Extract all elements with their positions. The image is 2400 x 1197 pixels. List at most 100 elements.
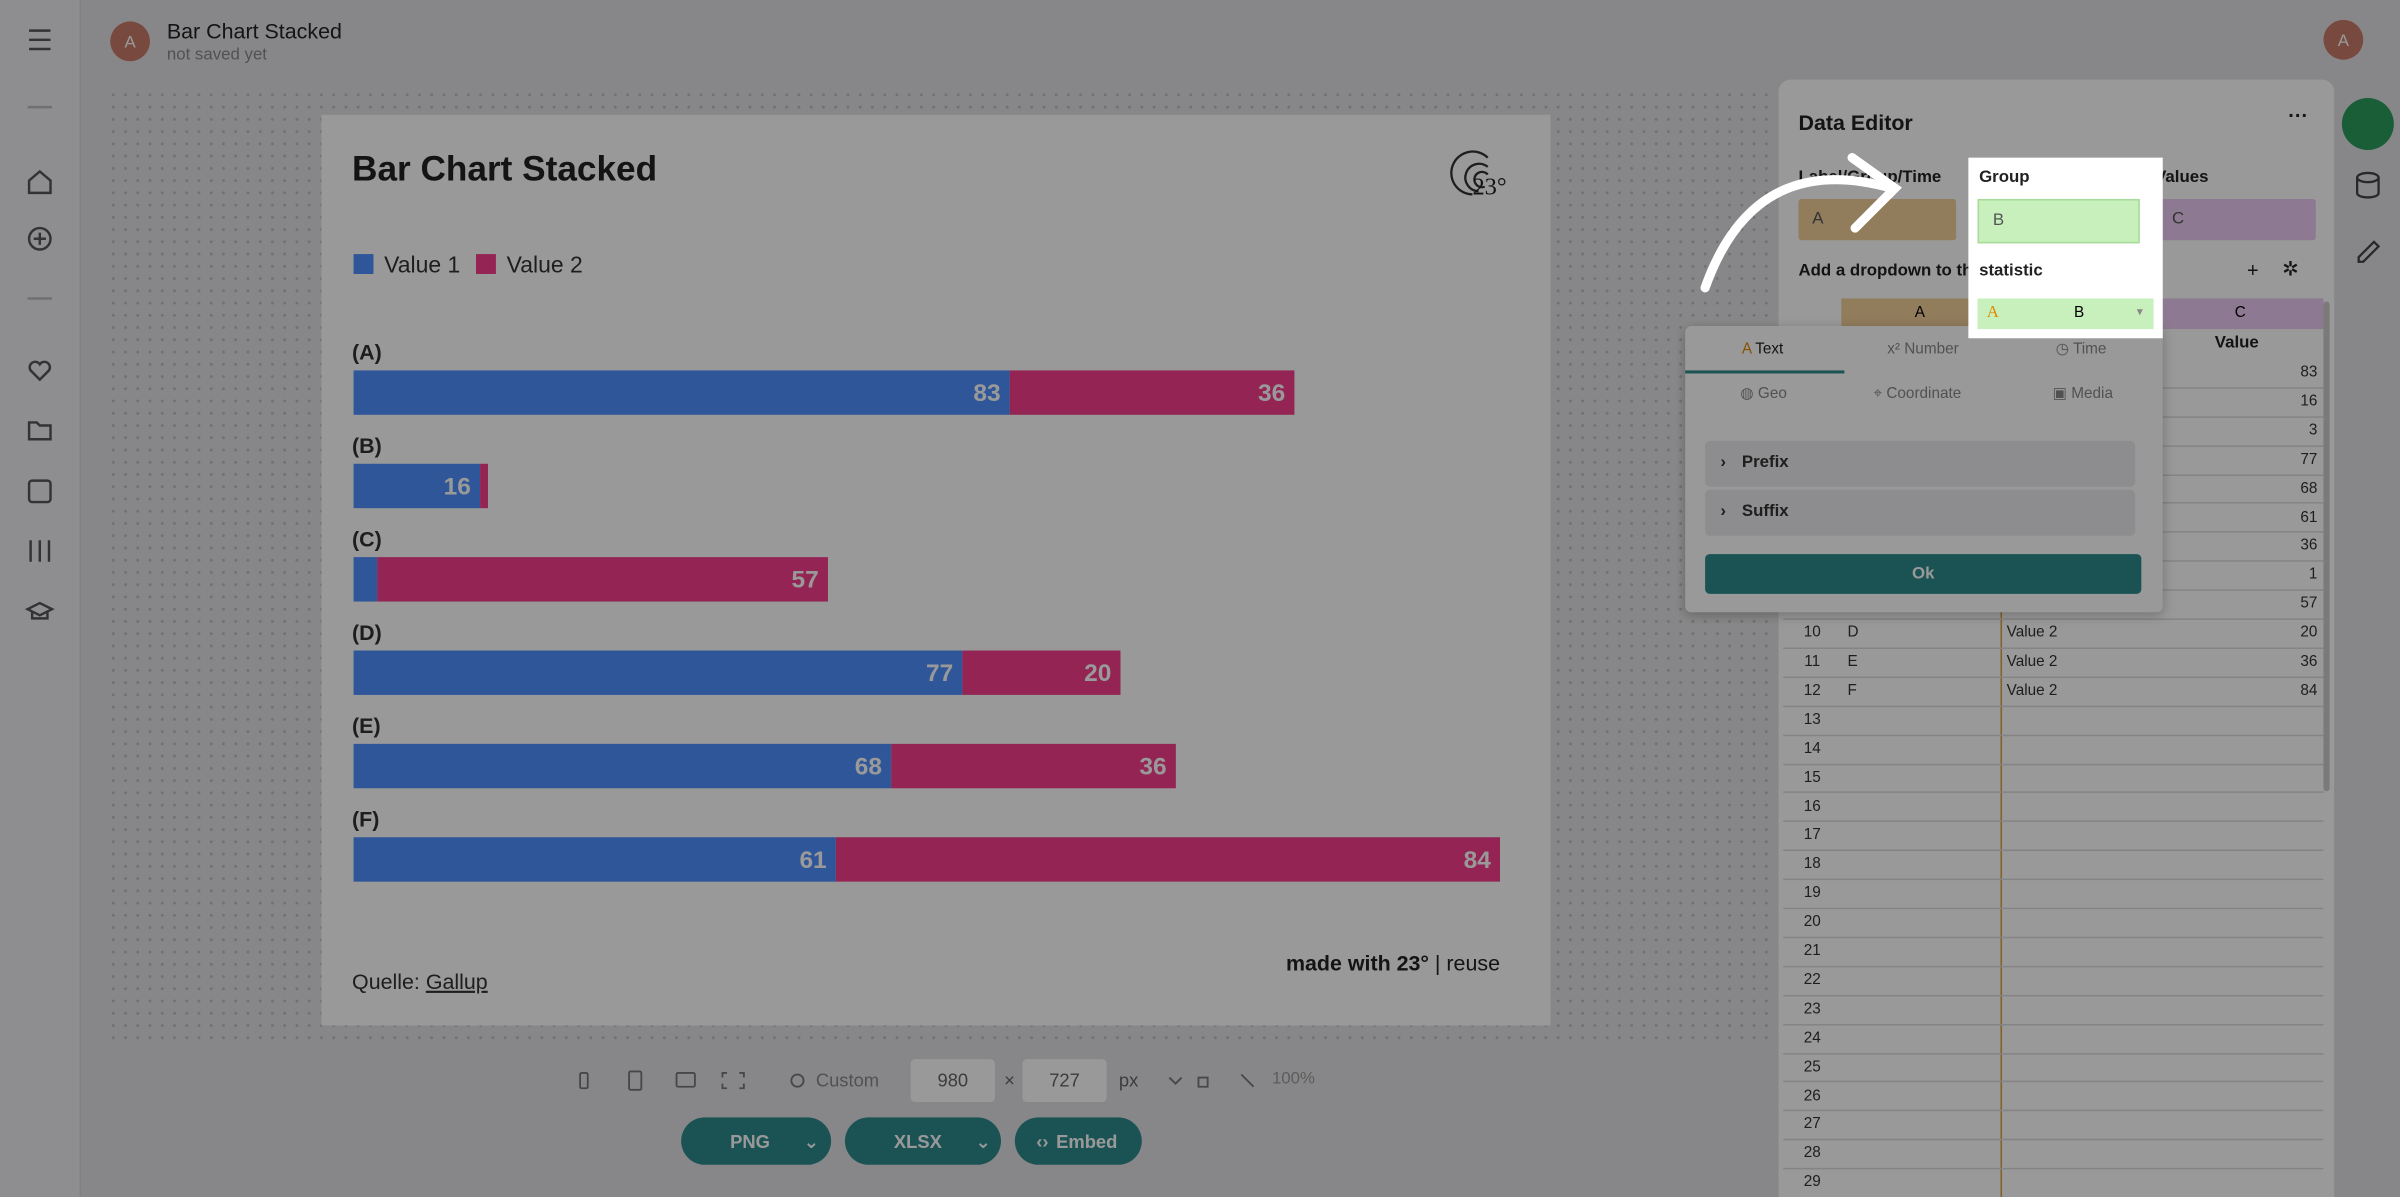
type-tab[interactable]: A Text	[1741, 341, 1784, 359]
group-field-box[interactable]: B	[1977, 198, 2140, 244]
table-row[interactable]: 22	[1783, 966, 2324, 997]
table-row[interactable]: 21	[1783, 937, 2324, 968]
xlsx-button[interactable]: XLSX ⌄	[844, 1117, 1002, 1165]
bar-segment	[353, 463, 481, 509]
cell-group: Value 2	[2006, 682, 2058, 700]
ok-button[interactable]: Ok	[1705, 554, 2142, 594]
type-tab[interactable]: ⌖ Coordinate	[1873, 385, 1962, 403]
chart-title: Bar Chart Stacked	[352, 150, 657, 189]
add-button[interactable]: +	[2246, 258, 2259, 282]
button-label: Embed	[1056, 1130, 1118, 1152]
add-icon[interactable]	[27, 226, 52, 251]
tab-label: Geo	[1757, 385, 1787, 403]
suffix-section[interactable]: › Suffix	[1705, 489, 2136, 536]
table-row[interactable]: 18	[1783, 850, 2324, 881]
tab-label: Number	[1904, 341, 1959, 359]
column-header[interactable]: A B ▾	[1977, 298, 2154, 330]
table-row[interactable]: 20	[1783, 908, 2324, 939]
user-avatar[interactable]: A	[2322, 18, 2368, 64]
scrollbar[interactable]	[2323, 301, 2330, 792]
embed-button[interactable]: ‹› Embed	[1014, 1117, 1142, 1165]
home-icon[interactable]	[27, 169, 52, 195]
table-row[interactable]: 23	[1783, 995, 2324, 1026]
size-preset[interactable]: Custom	[815, 1069, 880, 1092]
table-row[interactable]: 29	[1783, 1168, 2323, 1197]
folder-icon[interactable]	[27, 421, 52, 441]
type-tab[interactable]: ◍ Geo	[1740, 385, 1787, 403]
lock-icons[interactable]	[1197, 1073, 1255, 1088]
category-label: (C)	[352, 527, 382, 551]
values-field-box[interactable]: C	[2158, 198, 2316, 241]
save-button[interactable]	[2341, 97, 2394, 150]
cell-value: 83	[2300, 364, 2318, 382]
table-row[interactable]: 12 F Value 2 84	[1783, 676, 2324, 707]
category-label: (A)	[352, 341, 382, 365]
cell-n: 18	[1803, 856, 1821, 873]
cell-n: 14	[1803, 740, 1821, 758]
prefix-section[interactable]: › Prefix	[1705, 440, 2136, 487]
avatar[interactable]: A	[107, 18, 153, 64]
cell-n: 24	[1803, 1029, 1821, 1047]
table-row[interactable]: 10 D Value 2 20	[1783, 619, 2324, 649]
column-border	[2000, 298, 2003, 1197]
statistic-label: statistic	[1979, 261, 2043, 281]
value-header: Value	[2214, 333, 2259, 353]
data-icon[interactable]	[2355, 171, 2380, 184]
tab-underline	[1685, 370, 1845, 374]
bar-segment	[835, 837, 1500, 882]
more-menu[interactable]: ···	[2288, 104, 2309, 128]
tablet-icon[interactable]	[628, 1070, 643, 1091]
table-row[interactable]: 14	[1783, 734, 2324, 765]
bar-segment	[353, 743, 892, 789]
table-row[interactable]: 24	[1783, 1024, 2324, 1054]
reuse-link[interactable]: | reuse	[1429, 951, 1500, 975]
settings-button[interactable]: ✲	[2282, 257, 2299, 281]
png-button[interactable]: PNG ⌄	[681, 1117, 832, 1165]
table-row[interactable]: 57	[1783, 590, 2324, 621]
type-tab[interactable]: x² Number	[1887, 341, 1959, 359]
source-label: Quelle:	[352, 970, 420, 994]
table-row[interactable]: 28	[1783, 1139, 2324, 1170]
cell-group: Value 2	[2006, 624, 2058, 642]
height-input[interactable]: 727	[1022, 1059, 1107, 1103]
data-label: 84	[1464, 847, 1492, 874]
table-row[interactable]: 11 E Value 2 36	[1783, 647, 2324, 678]
table-row[interactable]: 17	[1783, 821, 2324, 852]
table-row[interactable]: 13	[1783, 705, 2324, 736]
width-input[interactable]: 980	[910, 1059, 995, 1103]
table-row[interactable]: 15	[1783, 763, 2324, 794]
table-row[interactable]: 27	[1783, 1110, 2324, 1141]
image-icon[interactable]	[27, 479, 52, 504]
type-tab[interactable]: ▣ Media	[2052, 385, 2113, 403]
cell-n: 23	[1803, 1000, 1821, 1018]
legend-label: Value 1	[384, 251, 460, 277]
column-name: A	[1914, 304, 1926, 322]
cell-value: 84	[2300, 682, 2318, 700]
cell-n: 29	[1803, 1174, 1821, 1192]
source-link[interactable]: Gallup	[426, 970, 488, 994]
edit-icon[interactable]	[2357, 240, 2381, 263]
dropdown-icon[interactable]	[1168, 1076, 1183, 1085]
type-tab[interactable]: ◷ Time	[2055, 341, 2107, 359]
mobile-icon[interactable]	[579, 1072, 589, 1090]
bar-segment	[353, 370, 1010, 415]
cell-group: Value 2	[2006, 653, 2058, 671]
favorites-icon[interactable]	[28, 360, 52, 382]
fullscreen-icon[interactable]	[721, 1072, 745, 1090]
cell-n: 25	[1803, 1058, 1821, 1076]
bar-segment	[377, 557, 828, 602]
learn-icon[interactable]	[24, 601, 55, 620]
menu-icon[interactable]	[29, 29, 51, 51]
table-row[interactable]: 25	[1783, 1052, 2324, 1083]
table-row[interactable]: 19	[1783, 879, 2324, 910]
table-row[interactable]: 16	[1783, 792, 2324, 823]
desktop-icon[interactable]	[675, 1072, 696, 1088]
data-label: 57	[792, 567, 819, 594]
column-header[interactable]: C	[2161, 298, 2324, 330]
highlight: Group B statistic A B ▾	[1968, 157, 2163, 339]
settings-icon[interactable]	[29, 540, 51, 562]
bar-segment	[480, 463, 488, 509]
logo-text: 23°	[1472, 173, 1506, 200]
table-row[interactable]: 26	[1783, 1081, 2324, 1112]
